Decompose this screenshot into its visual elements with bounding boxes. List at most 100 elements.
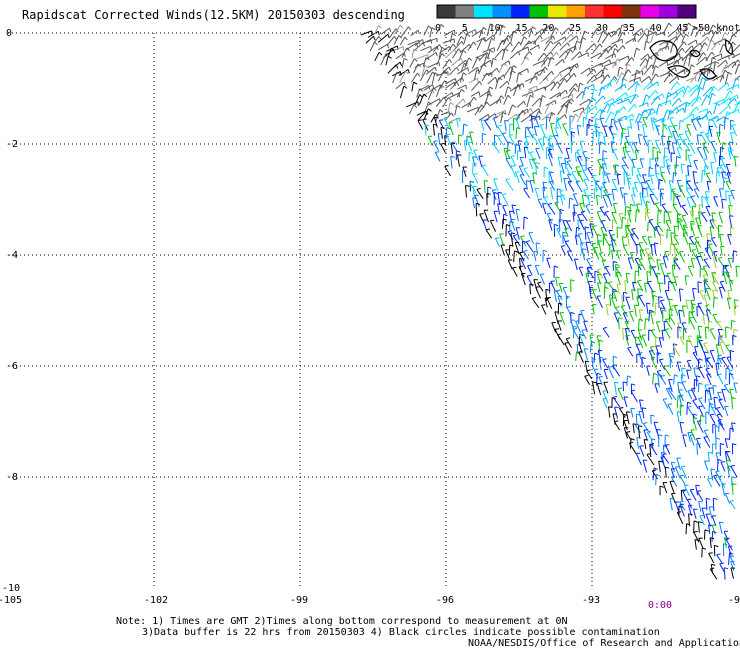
- wind-barb-flag: [668, 308, 674, 311]
- wind-barb-flag: [396, 71, 401, 76]
- wind-barb-flag: [711, 212, 716, 214]
- wind-barb: [657, 374, 660, 388]
- wind-barb-flag: [647, 430, 652, 433]
- wind-barb-flag: [673, 343, 678, 346]
- coastline: [689, 49, 701, 58]
- wind-barb: [679, 504, 685, 517]
- wind-barb-flag: [539, 35, 543, 40]
- wind-barb: [624, 206, 627, 217]
- wind-barb: [499, 80, 508, 89]
- wind-barb: [600, 67, 605, 77]
- wind-barb-flag: [614, 76, 618, 80]
- wind-barb-flag: [644, 109, 648, 113]
- wind-barb-flag: [677, 381, 682, 384]
- wind-barb: [686, 197, 692, 208]
- wind-barb-flag: [674, 164, 679, 167]
- wind-barb-flag: [699, 42, 703, 48]
- wind-barb: [565, 338, 573, 348]
- wind-barb: [679, 501, 686, 511]
- wind-barb: [564, 49, 571, 60]
- wind-barb-flag: [728, 204, 733, 207]
- wind-barb-flag: [502, 193, 507, 195]
- wind-barb: [687, 165, 689, 175]
- wind-barb-flag: [674, 247, 679, 250]
- wind-barb-flag: [543, 135, 548, 139]
- wind-barb: [665, 388, 673, 400]
- wind-barb: [529, 180, 534, 193]
- wind-barb-flag: [733, 250, 738, 253]
- wind-barb-flag: [686, 187, 691, 190]
- wind-barb-flag: [680, 33, 684, 38]
- wind-barb-flag: [562, 231, 567, 234]
- wind-barb: [676, 147, 682, 159]
- wind-barb: [695, 217, 701, 230]
- wind-barb: [698, 108, 708, 113]
- wind-barb: [585, 242, 589, 254]
- wind-barb-flag: [587, 194, 592, 197]
- wind-barb: [473, 69, 478, 81]
- wind-barb-flag: [509, 42, 513, 47]
- wind-barb: [600, 74, 609, 85]
- wind-barb-flag: [580, 241, 585, 244]
- wind-barb: [556, 228, 562, 238]
- wind-barb-flag: [712, 443, 717, 446]
- wind-barb-flag: [592, 381, 597, 384]
- wind-barb: [612, 365, 621, 377]
- wind-barb: [555, 58, 564, 66]
- wind-barb-flag: [484, 119, 489, 121]
- wind-barb: [650, 414, 652, 425]
- wind-barb-flag: [655, 65, 659, 69]
- wind-barb-flag: [518, 265, 523, 268]
- wind-barb-flag: [621, 294, 626, 297]
- wind-barb-flag: [636, 47, 640, 51]
- wind-barb: [531, 97, 541, 107]
- wind-barb: [585, 273, 589, 283]
- wind-barb: [542, 182, 546, 192]
- wind-barb: [679, 251, 685, 263]
- wind-barb: [687, 155, 692, 167]
- wind-barb-flag: [692, 287, 697, 290]
- wind-barb: [729, 227, 732, 238]
- wind-barb-flag: [651, 117, 656, 119]
- wind-barb: [386, 35, 395, 46]
- wind-barb: [465, 185, 467, 198]
- wind-barb-flag: [716, 102, 721, 107]
- wind-barb-flag: [677, 411, 682, 413]
- wind-barb: [542, 136, 545, 147]
- wind-barb-flag: [686, 180, 691, 183]
- wind-barb-flag: [710, 328, 715, 330]
- wind-barb-flag: [529, 51, 533, 55]
- wind-barb: [481, 165, 489, 177]
- wind-barb: [598, 357, 602, 370]
- wind-barb: [663, 156, 665, 168]
- wind-barb-flag: [577, 124, 582, 127]
- wind-barb-flag: [665, 466, 670, 469]
- wind-barb: [688, 243, 692, 253]
- wind-barb-flag: [612, 98, 615, 103]
- wind-barb-flag: [648, 252, 654, 255]
- wind-barb: [627, 126, 630, 136]
- wind-barb: [411, 82, 414, 92]
- y-tick-label: 0: [6, 28, 12, 39]
- wind-barb: [718, 422, 720, 433]
- wind-barb: [528, 232, 534, 244]
- wind-barb: [611, 27, 620, 38]
- wind-barb: [677, 67, 687, 75]
- wind-barb: [717, 335, 720, 346]
- wind-barb-flag: [661, 203, 666, 206]
- x-tick-label: -93: [582, 595, 600, 606]
- wind-barb-flag: [473, 149, 478, 151]
- wind-barb-flag: [473, 173, 478, 175]
- wind-barb: [485, 229, 493, 239]
- wind-barb: [615, 92, 627, 101]
- wind-barb-flag: [734, 299, 739, 301]
- wind-barb: [562, 123, 569, 137]
- wind-barb: [472, 156, 476, 167]
- wind-barb: [647, 236, 652, 247]
- wind-barb-flag: [627, 232, 632, 234]
- colorbar-label: 20: [542, 23, 554, 34]
- wind-barb-flag: [631, 227, 636, 230]
- wind-barb-flag: [687, 498, 692, 501]
- wind-barb: [713, 475, 721, 487]
- wind-barb-flag: [385, 53, 390, 57]
